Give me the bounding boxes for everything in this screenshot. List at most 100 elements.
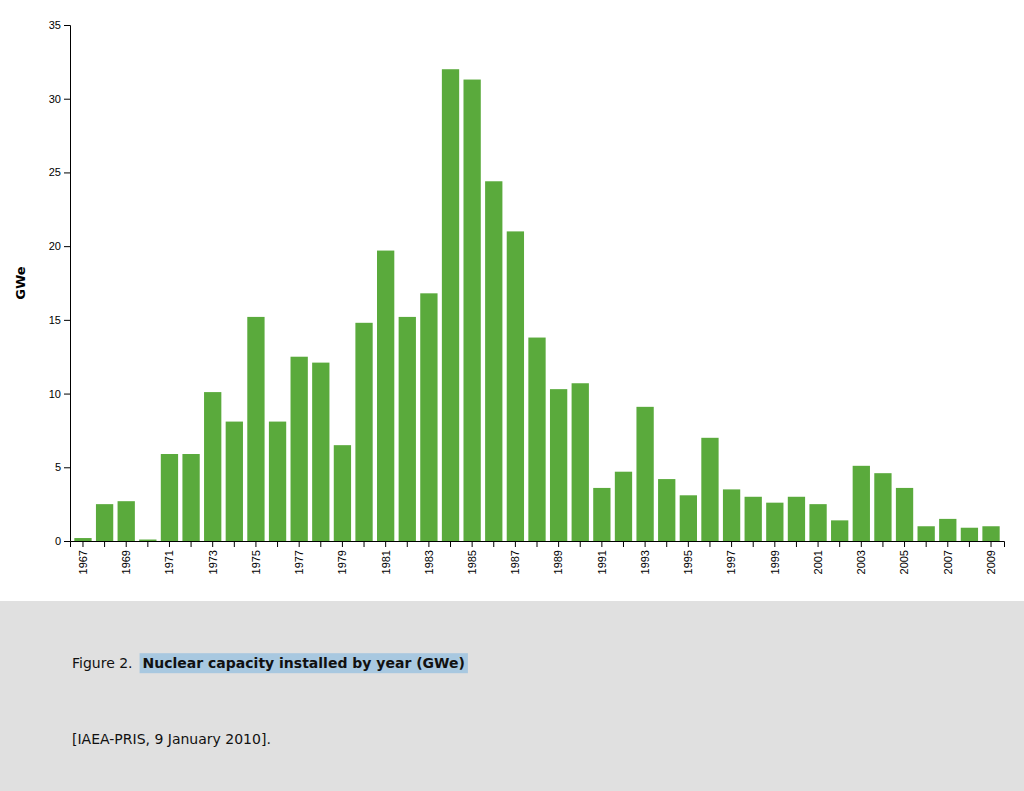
bar [550,389,567,541]
x-tick-mark [299,541,300,547]
caption-highlight [140,653,468,673]
x-tick-mark [537,541,538,547]
bar [615,472,632,541]
y-axis: 05101520253035 [49,19,71,547]
plot: 1967196919711973197519771979198119831985… [13,19,1005,574]
x-tick [753,541,754,547]
x-tick: 2005 [898,541,910,574]
x-tick [277,541,278,547]
x-tick-label: 2003 [855,550,867,574]
x-tick-label: 1969 [120,550,132,574]
x-tick [320,541,321,547]
x-tick-label: 1983 [423,550,435,574]
bar [74,538,91,541]
bar [420,293,437,541]
x-tick: 1975 [250,541,262,574]
bar [593,488,610,541]
x-tick: 2001 [812,541,824,574]
x-tick: 1969 [120,541,132,574]
bar [161,454,178,541]
x-tick-mark [969,541,970,547]
x-tick-label: 2009 [985,550,997,574]
y-tick-mark [64,25,70,26]
x-tick-label: 1975 [250,550,262,574]
x-tick: 1983 [423,541,435,574]
x-tick-mark [169,541,170,547]
x-tick [450,541,451,547]
bar [269,422,286,541]
x-tick [580,541,581,547]
x-tick-mark [255,541,256,547]
x-tick: 1995 [682,541,694,574]
x-tick-label: 1993 [639,550,651,574]
x-tick: 2007 [942,541,954,574]
bars [74,69,999,541]
bar [809,504,826,541]
x-tick-mark [558,541,559,547]
x-tick-label: 1981 [380,550,392,574]
bar [745,497,762,541]
bar [312,363,329,541]
x-tick-mark [688,541,689,547]
x-tick [709,541,710,547]
caption-label: Figure 2. [72,655,133,671]
x-axis: 1967196919711973197519771979198119831985… [71,541,1005,574]
y-tick-mark [64,172,70,173]
y-tick-mark [64,99,70,100]
y-tick-mark [64,394,70,395]
x-tick-mark [385,541,386,547]
x-tick-mark [861,541,862,547]
caption: Figure 2. Nuclear capacity installed by y… [0,601,1024,791]
bar [572,383,589,541]
bar [831,520,848,541]
x-tick [493,541,494,547]
x-tick-mark [450,541,451,547]
x-tick-label: 1979 [336,550,348,574]
x-tick-mark [342,541,343,547]
x-tick-mark [623,541,624,547]
x-tick: 1985 [466,541,478,574]
caption-source: [IAEA-PRIS, 9 January 2010]. [72,731,271,747]
y-tick: 25 [49,166,70,178]
x-tick [147,541,148,547]
bar [701,438,718,541]
x-tick: 1999 [769,541,781,574]
x-tick: 1989 [552,541,564,574]
x-tick [104,541,105,547]
x-tick-label: 2001 [812,550,824,574]
x-tick [969,541,970,547]
x-tick-mark [320,541,321,547]
x-tick-mark [753,541,754,547]
x-tick-mark [191,541,192,547]
x-tick-mark [515,541,516,547]
bar [982,526,999,541]
x-tick-mark [818,541,819,547]
bar [399,317,416,541]
x-tick [796,541,797,547]
bar [766,503,783,541]
x-tick-mark [731,541,732,547]
bar [291,357,308,541]
title: Nuclear capacity installed by year (GWe) [143,655,465,671]
x-tick-mark [839,541,840,547]
bar [918,526,935,541]
x-tick-mark [666,541,667,547]
bar [96,504,113,541]
x-tick: 1997 [725,541,737,574]
caption-background [0,601,1024,791]
y-tick: 5 [55,461,70,473]
x-tick-label: 2007 [942,550,954,574]
bar [463,80,480,541]
y-axis-title: GWe [13,266,28,300]
y-tick-label: 35 [49,19,61,31]
x-axis-line [71,542,1005,548]
x-tick [666,541,667,547]
x-tick-mark [234,541,235,547]
x-tick: 1981 [380,541,392,574]
x-tick [407,541,408,547]
y-tick-label: 15 [49,314,61,326]
x-tick-mark [82,541,83,547]
x-tick-mark [212,541,213,547]
x-tick-mark [796,541,797,547]
x-tick: 2003 [855,541,867,574]
